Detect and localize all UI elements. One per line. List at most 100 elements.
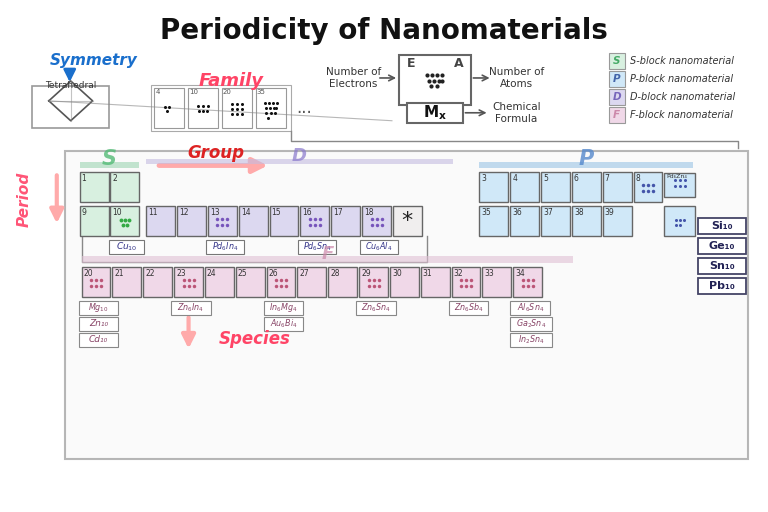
Text: 24: 24 (207, 269, 217, 278)
Text: $In_6Mg_4$: $In_6Mg_4$ (270, 301, 298, 314)
Text: *: * (402, 211, 413, 231)
Bar (609, 89, 624, 105)
Bar (80, 161, 139, 168)
Bar (239, 206, 267, 236)
Bar (449, 301, 488, 315)
Text: 20: 20 (84, 269, 93, 278)
Text: D-block nanomaterial: D-block nanomaterial (630, 92, 735, 102)
Bar (154, 88, 184, 127)
Bar (270, 206, 299, 236)
Text: Ge₁₀: Ge₁₀ (709, 241, 736, 251)
Bar (572, 206, 601, 236)
Text: 28: 28 (330, 269, 339, 278)
Text: Zn₁₀: Zn₁₀ (89, 319, 108, 328)
Text: 3: 3 (482, 175, 486, 183)
Text: Tetrahedral: Tetrahedral (45, 81, 97, 91)
Bar (299, 240, 336, 254)
Bar (664, 206, 695, 236)
Text: 10: 10 (112, 208, 122, 217)
Text: 23: 23 (176, 269, 186, 278)
Text: 15: 15 (272, 208, 281, 217)
Bar (609, 107, 624, 123)
Bar (256, 88, 286, 127)
Bar (510, 301, 550, 315)
Bar (609, 53, 624, 69)
Bar (266, 267, 296, 297)
Bar (479, 173, 508, 202)
Text: $Zn_6Sn_4$: $Zn_6Sn_4$ (361, 302, 391, 314)
Bar (144, 267, 172, 297)
Bar (151, 85, 290, 131)
Text: Sn₁₀: Sn₁₀ (710, 261, 735, 271)
Text: P: P (579, 148, 594, 168)
Bar (32, 86, 110, 127)
Bar (698, 218, 746, 234)
Bar (206, 240, 243, 254)
Bar (510, 173, 539, 202)
Bar (331, 206, 360, 236)
Text: 35: 35 (482, 208, 492, 217)
Text: Family: Family (198, 72, 263, 90)
Text: $Pd_6In_4$: $Pd_6In_4$ (212, 241, 238, 253)
Text: Si₁₀: Si₁₀ (711, 221, 733, 231)
Bar (263, 316, 303, 331)
Text: $Cu_{10}$: $Cu_{10}$ (116, 241, 137, 253)
Bar (407, 103, 462, 123)
Text: 37: 37 (543, 208, 553, 217)
Text: 17: 17 (333, 208, 343, 217)
Text: Symmetry: Symmetry (50, 53, 137, 68)
Text: 14: 14 (241, 208, 250, 217)
Text: Period: Period (16, 172, 31, 227)
Text: S: S (613, 56, 621, 66)
Text: 8: 8 (636, 175, 641, 183)
Text: 29: 29 (361, 269, 371, 278)
Bar (328, 267, 357, 297)
Bar (541, 206, 570, 236)
Bar (664, 174, 695, 197)
Bar (399, 55, 471, 105)
Text: $Zn_6Sb_4$: $Zn_6Sb_4$ (454, 302, 484, 314)
Bar (263, 301, 303, 315)
Bar (698, 278, 746, 294)
Bar (208, 206, 237, 236)
Bar (634, 173, 663, 202)
Text: 27: 27 (300, 269, 309, 278)
Text: $Ga_2Sn_4$: $Ga_2Sn_4$ (516, 317, 546, 330)
Text: 21: 21 (114, 269, 124, 278)
Text: 4: 4 (512, 175, 517, 183)
Bar (360, 240, 398, 254)
Text: E: E (406, 57, 415, 70)
Text: 22: 22 (145, 269, 155, 278)
Text: 12: 12 (179, 208, 189, 217)
Text: 20: 20 (223, 89, 232, 95)
Bar (390, 267, 419, 297)
Bar (300, 206, 329, 236)
Text: Number of
Electrons: Number of Electrons (326, 67, 381, 89)
Bar (698, 258, 746, 274)
Bar (510, 316, 552, 331)
Text: 13: 13 (210, 208, 220, 217)
Bar (188, 88, 218, 127)
Text: $\mathbf{M_x}$: $\mathbf{M_x}$ (422, 103, 447, 122)
Text: Group: Group (187, 143, 244, 162)
Text: ...: ... (296, 99, 313, 117)
Text: Pb₁₀: Pb₁₀ (709, 281, 735, 291)
Bar (177, 206, 206, 236)
Bar (146, 159, 452, 164)
Text: $Mg_{10}$: $Mg_{10}$ (88, 301, 109, 314)
Bar (393, 206, 422, 236)
Bar (359, 267, 388, 297)
Text: S: S (102, 148, 117, 168)
Bar (572, 173, 601, 202)
Text: 10: 10 (189, 89, 198, 95)
Text: 2: 2 (112, 175, 118, 183)
Bar (479, 161, 694, 168)
Text: 6: 6 (574, 175, 579, 183)
Text: $Cu_6Al_4$: $Cu_6Al_4$ (366, 241, 392, 253)
Bar (510, 206, 539, 236)
Bar (222, 88, 252, 127)
Bar (513, 267, 542, 297)
Text: Pd₆Zn₄: Pd₆Zn₄ (667, 175, 687, 179)
Text: 34: 34 (515, 269, 525, 278)
Text: $Al_6Sn_4$: $Al_6Sn_4$ (517, 302, 544, 314)
